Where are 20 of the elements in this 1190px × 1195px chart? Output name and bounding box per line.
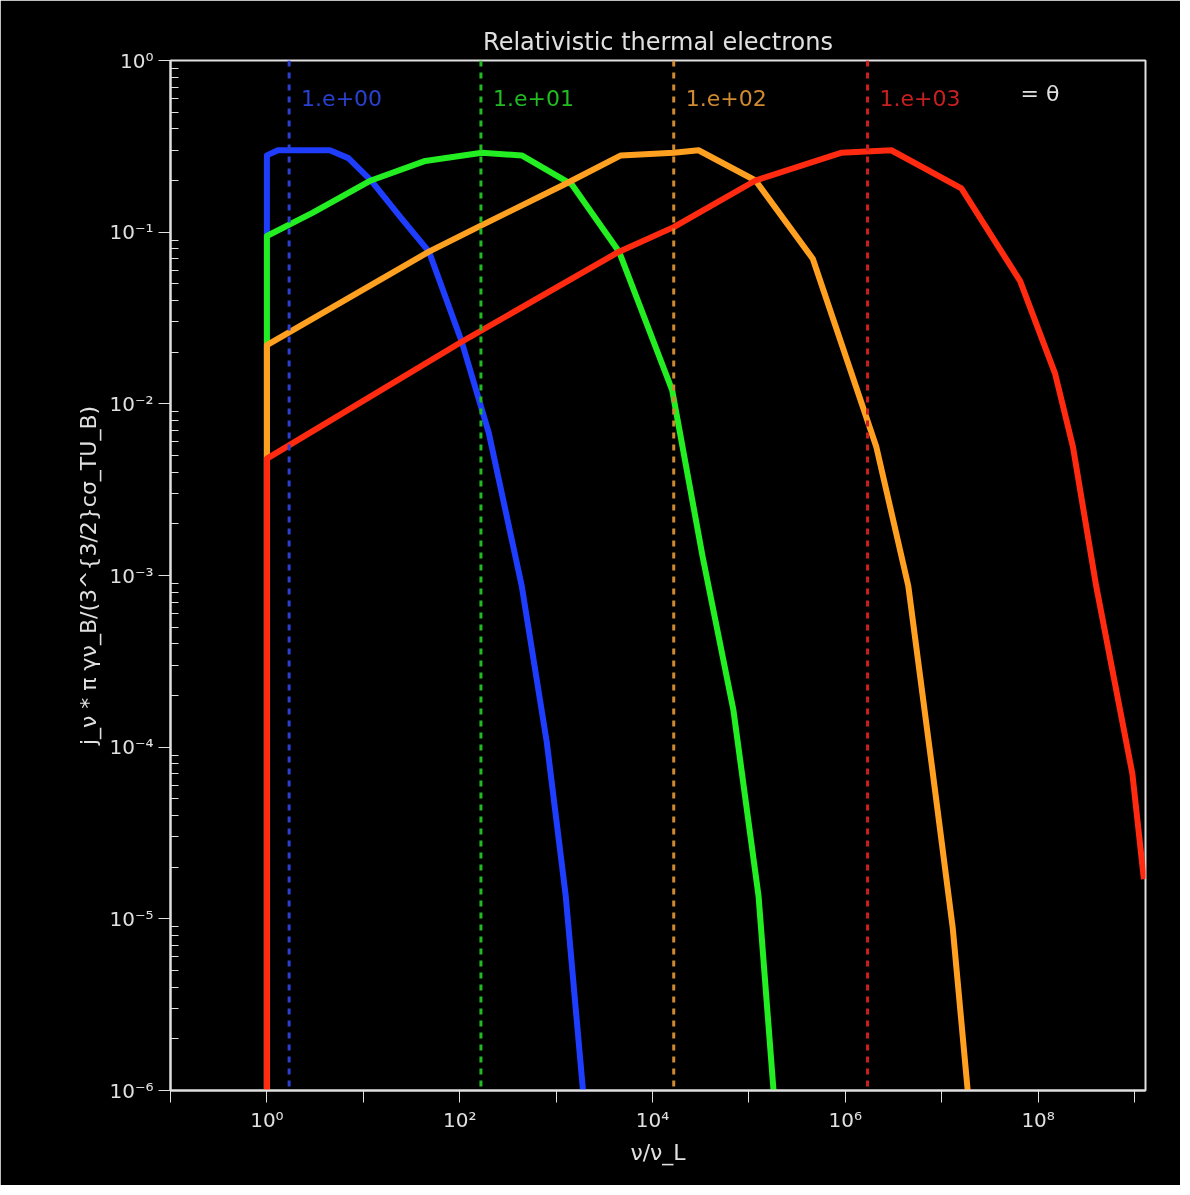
ref-line-label: 1.e+03 — [879, 85, 961, 111]
y-tick-label: 10⁻³ — [109, 563, 154, 588]
x-tick-label: 10² — [442, 1107, 477, 1132]
y-tick-label: 10⁻² — [109, 391, 154, 416]
y-tick-label: 10⁰ — [120, 48, 154, 73]
chart-title: Relativistic thermal electrons — [483, 27, 833, 56]
y-tick-label: 10⁻⁴ — [109, 735, 154, 760]
x-axis-title: ν/ν_L — [630, 1139, 687, 1166]
x-tick-label: 10⁴ — [635, 1107, 670, 1132]
x-tick-label: 10⁸ — [1021, 1107, 1055, 1132]
ref-line-label: 1.e+00 — [301, 85, 383, 111]
x-tick-label: 10⁶ — [828, 1107, 863, 1132]
y-tick-label: 10⁻⁵ — [109, 906, 154, 931]
y-axis-title: j_ν * π γν_B/(3^{3/2}cσ_TU_B) — [76, 405, 103, 747]
x-tick-label: 10⁰ — [250, 1107, 284, 1132]
y-tick-label: 10⁻¹ — [109, 220, 154, 245]
ref-line-label: 1.e+01 — [492, 85, 574, 111]
ref-line-label: 1.e+02 — [685, 85, 767, 111]
y-tick-label: 10⁻⁶ — [109, 1078, 154, 1103]
annotation: = θ — [1020, 80, 1060, 106]
